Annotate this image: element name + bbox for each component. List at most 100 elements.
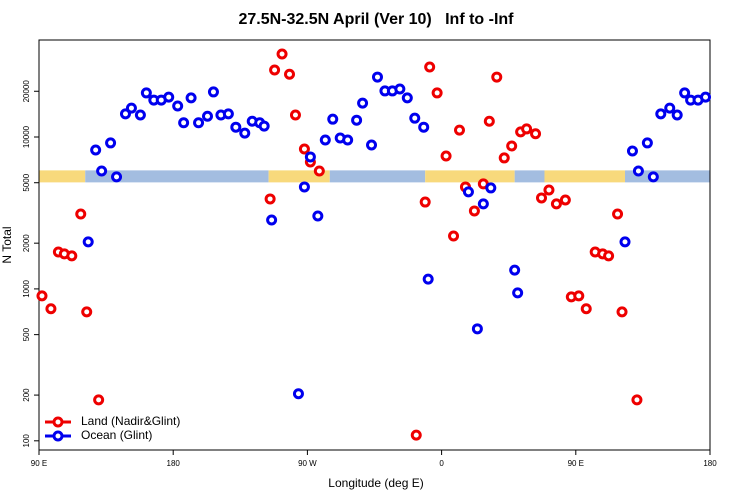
data-point [230, 121, 242, 133]
data-point [485, 182, 497, 194]
data-point [105, 137, 117, 149]
legend-marker [52, 430, 64, 442]
data-point [679, 87, 691, 99]
data-point [82, 236, 94, 248]
data-point [491, 71, 503, 83]
data-point [410, 429, 422, 441]
y-tick-label: 200 [22, 388, 31, 402]
data-point [468, 205, 480, 217]
data-point [409, 112, 421, 124]
data-point [483, 115, 495, 127]
data-point [258, 120, 270, 132]
y-axis-label: N Total [0, 226, 14, 263]
x-tick-label: 90 W [298, 459, 317, 468]
data-point [573, 290, 585, 302]
x-tick-label: 0 [439, 459, 444, 468]
data-point [111, 171, 123, 183]
data-point [284, 68, 296, 80]
data-point [453, 124, 465, 136]
data-point [521, 123, 533, 135]
data-point [222, 108, 234, 120]
data-point [366, 139, 378, 151]
data-point [631, 394, 643, 406]
data-point [312, 210, 324, 222]
x-tick-label: 180 [167, 459, 181, 468]
x-tick-label: 90 E [568, 459, 584, 468]
data-point [580, 303, 592, 315]
y-tick-label: 100 [22, 434, 31, 448]
data-point [96, 165, 108, 177]
data-point [448, 230, 460, 242]
data-point [276, 48, 288, 60]
y-tick-label: 5000 [22, 173, 31, 191]
data-point [616, 306, 628, 318]
data-point [125, 102, 137, 114]
data-point [90, 144, 102, 156]
data-point [327, 113, 339, 125]
data-point [498, 152, 510, 164]
y-tick-label: 500 [22, 327, 31, 341]
data-point [193, 117, 205, 129]
data-point [418, 121, 430, 133]
data-point [512, 287, 524, 299]
data-point [612, 208, 624, 220]
data-point [536, 192, 548, 204]
data-point [401, 92, 413, 104]
data-point [419, 196, 431, 208]
data-point [298, 181, 310, 193]
data-point [313, 165, 325, 177]
data-point [440, 150, 452, 162]
data-point [700, 91, 712, 103]
x-tick-label: 180 [703, 459, 717, 468]
data-point [45, 303, 57, 315]
data-point [559, 194, 571, 206]
data-point [342, 134, 354, 146]
data-point [140, 87, 152, 99]
data-point [509, 264, 521, 276]
data-point [264, 193, 276, 205]
data-point [81, 306, 93, 318]
data-point [201, 110, 213, 122]
x-tick-label: 90 E [31, 459, 47, 468]
data-point [506, 140, 518, 152]
data-point [530, 128, 542, 140]
data-point [641, 137, 653, 149]
data-point [304, 151, 316, 163]
data-point [664, 102, 676, 114]
data-point [647, 171, 659, 183]
y-tick-label: 20000 [22, 80, 31, 103]
data-point [471, 323, 483, 335]
data-point [431, 87, 443, 99]
legend-marker [52, 416, 64, 428]
legend-label: Land (Nadir&Glint) [81, 414, 180, 428]
data-point [298, 143, 310, 155]
legend-label: Ocean (Glint) [81, 428, 152, 442]
data-point [292, 388, 304, 400]
data-point [75, 208, 87, 220]
data-point [550, 198, 562, 210]
x-axis-label: Longitude (deg E) [328, 476, 423, 490]
y-tick-label: 1000 [22, 279, 31, 297]
data-point [134, 109, 146, 121]
data-point [185, 92, 197, 104]
data-point [603, 250, 615, 262]
data-point [671, 109, 683, 121]
data-point [207, 86, 219, 98]
data-point [357, 97, 369, 109]
data-point [239, 127, 251, 139]
data-point [289, 109, 301, 121]
data-point [266, 214, 278, 226]
data-point [462, 186, 474, 198]
data-point [422, 273, 434, 285]
data-point [351, 114, 363, 126]
data-point [93, 394, 105, 406]
data-point [632, 165, 644, 177]
data-point [178, 117, 190, 129]
data-point [619, 236, 631, 248]
data-point [477, 198, 489, 210]
data-point [626, 145, 638, 157]
data-point [371, 71, 383, 83]
data-point [66, 250, 78, 262]
data-point [163, 91, 175, 103]
